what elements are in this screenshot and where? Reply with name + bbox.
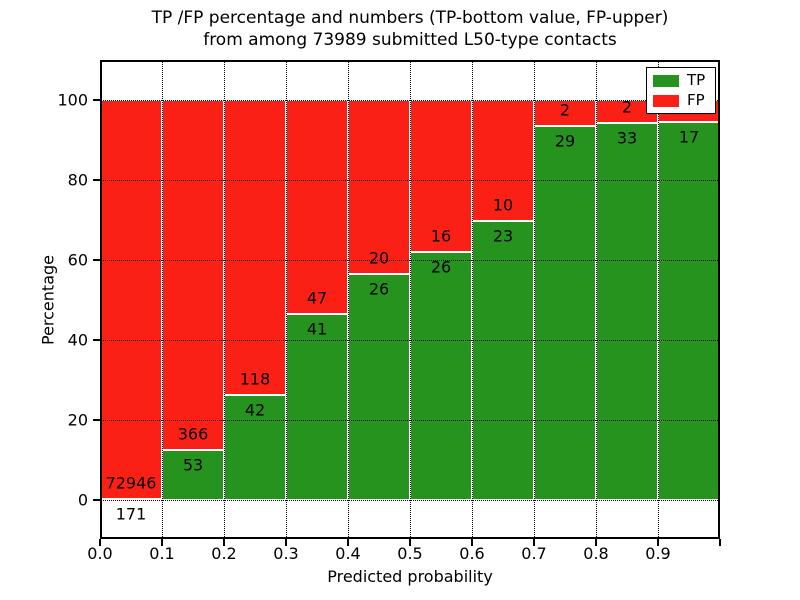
legend-entry-tp: TP: [653, 73, 709, 88]
y-tick-label: 80: [67, 170, 88, 190]
x-tick-label: 0.1: [149, 544, 175, 563]
x-tick-label: 0.3: [273, 544, 299, 563]
bar-fp-segment: [224, 100, 286, 395]
vertical-gridline: [224, 60, 225, 539]
y-axis-tick: [93, 259, 100, 261]
x-tick-label: 0.0: [87, 544, 113, 563]
tp-count-label: 41: [306, 319, 328, 339]
y-axis-tick: [93, 99, 100, 101]
x-axis-tick: [409, 539, 411, 546]
x-tick-label: 0.9: [645, 544, 671, 563]
x-tick-label: 0.6: [459, 544, 485, 563]
bar-fp-segment: [286, 100, 348, 314]
legend-label-tp: TP: [687, 71, 706, 89]
y-tick-label: 0: [77, 490, 88, 510]
y-tick-label: 20: [67, 410, 88, 430]
bar-tp-segment: [286, 313, 348, 500]
y-tick-label: 60: [67, 250, 88, 270]
fp-count-label: 47: [306, 288, 328, 308]
x-axis-tick: [719, 539, 721, 546]
x-tick-label: 0.5: [397, 544, 423, 563]
bar-tp-segment: [472, 221, 534, 500]
bar-fp-segment: [162, 100, 224, 450]
bar-tp-segment: [410, 252, 472, 500]
bar-tp-segment: [596, 122, 658, 500]
y-axis-tick: [93, 179, 100, 181]
vertical-gridline: [348, 60, 349, 539]
fp-count-label: 2: [559, 100, 571, 120]
bar-fp-segment: [100, 100, 162, 500]
vertical-gridline: [286, 60, 287, 539]
y-axis-tick: [93, 419, 100, 421]
y-axis-tick: [93, 339, 100, 341]
x-tick-label: 0.4: [335, 544, 361, 563]
legend-label-fp: FP: [687, 91, 705, 109]
chart-title: TP /FP percentage and numbers (TP-bottom…: [100, 7, 720, 51]
vertical-gridline: [596, 60, 597, 539]
y-axis-tick: [93, 499, 100, 501]
tp-count-label: 17: [678, 127, 700, 147]
fp-count-label: 72946: [105, 473, 157, 493]
plot-area: TP FP 72946 171 366 53 118 42 47 41 20 26 16 26 10 23…: [57, 60, 721, 563]
x-axis-tick: [99, 539, 101, 546]
chart-title-line1: TP /FP percentage and numbers (TP-bottom…: [151, 8, 669, 28]
y-tick-label: 100: [57, 90, 88, 110]
x-axis-tick: [533, 539, 535, 546]
vertical-gridline: [162, 60, 163, 539]
y-tick-label: 40: [67, 330, 88, 350]
x-axis-tick: [657, 539, 659, 546]
tp-count-label: 26: [368, 279, 390, 299]
fp-count-label: 366: [177, 424, 209, 444]
x-axis-tick: [347, 539, 349, 546]
x-axis-tick: [161, 539, 163, 546]
vertical-gridline: [658, 60, 659, 539]
x-tick-label: 0.8: [583, 544, 609, 563]
bar-tp-segment: [534, 126, 596, 500]
fp-count-label: 20: [368, 248, 390, 268]
legend-swatch-fp-icon: [653, 94, 679, 107]
legend-swatch-tp-icon: [653, 74, 679, 87]
bar-fp-segment: [348, 100, 410, 274]
chart-title-line2: from among 73989 submitted L50-type cont…: [203, 30, 617, 50]
legend-entry-fp: FP: [653, 93, 709, 108]
bar-tp-segment: [162, 449, 224, 500]
tp-count-label: 171: [115, 504, 147, 524]
x-axis-label: Predicted probability: [327, 567, 493, 586]
fp-count-label: 118: [239, 369, 271, 389]
bar-tp-segment: [224, 394, 286, 500]
x-axis-tick: [595, 539, 597, 546]
x-tick-label: 0.7: [521, 544, 547, 563]
tp-count-label: 26: [430, 257, 452, 277]
fp-count-label: 2: [621, 97, 633, 117]
legend: TP FP: [646, 67, 716, 114]
vertical-gridline: [472, 60, 473, 539]
bar-tp-segment: [658, 122, 720, 500]
x-tick-label: 0.2: [211, 544, 237, 563]
x-axis-tick: [285, 539, 287, 546]
x-axis-tick: [223, 539, 225, 546]
tp-count-label: 53: [182, 455, 204, 475]
tp-count-label: 42: [244, 400, 266, 420]
tp-count-label: 29: [554, 131, 576, 151]
fp-count-label: 10: [492, 195, 514, 215]
tp-count-label: 33: [616, 128, 638, 148]
tp-count-label: 23: [492, 226, 514, 246]
fp-count-label: 16: [430, 226, 452, 246]
vertical-gridline: [534, 60, 535, 539]
vertical-gridline: [410, 60, 411, 539]
bar-tp-segment: [348, 274, 410, 500]
x-axis-tick: [471, 539, 473, 546]
